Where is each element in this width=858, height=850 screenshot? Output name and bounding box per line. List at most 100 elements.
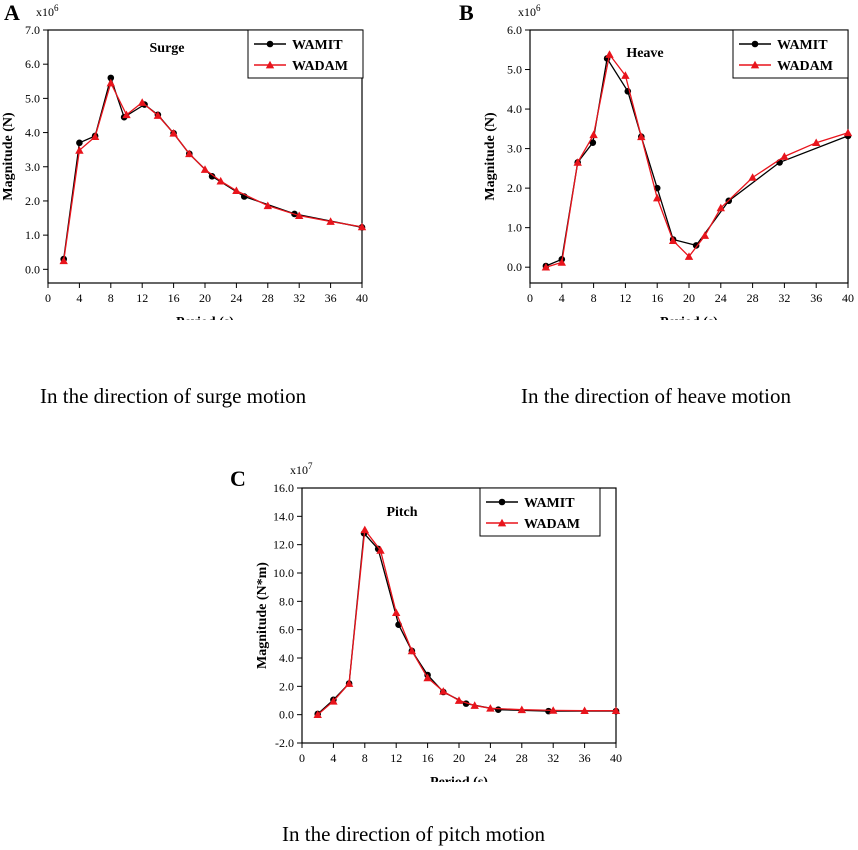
series-line-wamit	[317, 531, 616, 715]
data-point-wadam	[185, 149, 194, 158]
x-tick-label: 24	[715, 291, 727, 305]
data-point-wadam	[541, 262, 551, 271]
data-point-wadam	[59, 256, 68, 265]
legend-marker	[751, 40, 759, 48]
y-tick-label: 0.0	[507, 260, 522, 274]
data-point-wadam	[549, 706, 558, 714]
legend-label: WADAM	[777, 59, 833, 74]
data-point-wadam	[200, 165, 210, 173]
chart-title: Heave	[626, 46, 663, 61]
x-tick-label: 8	[362, 751, 368, 765]
data-point-wadam	[329, 697, 338, 705]
y-tick-label: 12.0	[273, 538, 294, 552]
data-point-wadam	[668, 236, 678, 245]
axis-multiplier: x106	[518, 3, 541, 19]
y-tick-label: 0.0	[25, 262, 40, 276]
y-tick-label: 3.0	[25, 160, 40, 174]
data-point-wadam	[423, 673, 432, 682]
y-axis-label: Magnitude (N)	[483, 112, 498, 201]
data-point-wadam	[517, 705, 526, 714]
y-tick-label: 4.0	[25, 126, 40, 140]
x-tick-label: 36	[810, 291, 822, 305]
y-tick-label: 2.0	[25, 194, 40, 208]
series-line-wadam	[317, 528, 616, 716]
y-tick-label: 16.0	[273, 481, 294, 495]
y-tick-label: 10.0	[273, 566, 294, 580]
data-point-wadam	[295, 211, 304, 220]
x-tick-label: 12	[390, 751, 402, 765]
data-point-wadam	[573, 158, 582, 166]
x-tick-label: 40	[842, 291, 854, 305]
data-point-wadam	[106, 78, 115, 87]
legend-box	[732, 29, 849, 79]
series-line-wadam	[63, 81, 363, 261]
legend-label: WAMIT	[777, 38, 828, 53]
x-tick-label: 12	[619, 291, 631, 305]
y-tick-label: 6.0	[279, 623, 294, 637]
data-point-wadam	[357, 222, 367, 231]
data-point-wadam	[780, 152, 789, 160]
x-tick-label: 32	[547, 751, 559, 765]
data-point-wadam	[313, 710, 322, 719]
axis-multiplier-exponent: 6	[54, 3, 59, 13]
data-point-wamit	[107, 74, 115, 82]
x-tick-label: 32	[293, 291, 305, 305]
data-point-wadam	[557, 258, 566, 266]
data-point-wadam	[263, 201, 272, 210]
x-tick-label: 36	[325, 291, 337, 305]
y-tick-label: 5.0	[25, 91, 40, 105]
x-axis-label: Period (s)	[430, 775, 488, 782]
data-point-wadam	[843, 128, 853, 137]
x-tick-label: 28	[516, 751, 528, 765]
x-axis-label: Period (s)	[660, 315, 718, 320]
panel-c: C 0 4 8 12 16 20 24 28 32 36 40 -2.0 0.0 2.0 4.0 6.0 8.0…	[220, 461, 640, 790]
legend-marker	[497, 518, 507, 527]
x-tick-label: 28	[262, 291, 274, 305]
legend-label: WADAM	[524, 517, 580, 532]
data-point-wadam	[486, 704, 495, 712]
data-point-wadam	[138, 98, 147, 106]
panel-letter: A	[4, 0, 20, 25]
x-tick-label: 40	[610, 751, 622, 765]
y-tick-label: 3.0	[507, 142, 522, 156]
data-point-wadam	[812, 138, 821, 147]
x-tick-label: 4	[330, 751, 336, 765]
x-tick-label: 4	[559, 291, 565, 305]
pitch-chart: C 0 4 8 12 16 20 24 28 32 36 40 -2.0 0.0 2.0 4.0 6.0 8.0…	[230, 461, 622, 790]
x-tick-label: 16	[651, 291, 663, 305]
x-tick-label: 20	[199, 291, 211, 305]
x-tick-label: 20	[683, 291, 695, 305]
x-tick-label: 4	[76, 291, 82, 305]
y-tick-label: 6.0	[507, 23, 522, 37]
x-tick-label: 40	[356, 291, 368, 305]
data-point-wadam	[580, 706, 589, 715]
data-point-wadam	[684, 252, 694, 260]
x-tick-label: 16	[422, 751, 434, 765]
data-point-wadam	[716, 203, 725, 212]
legend-marker	[498, 498, 506, 506]
caption-surge: In the direction of surge motion	[40, 384, 307, 408]
x-tick-label: 16	[168, 291, 180, 305]
y-tick-label: 2.0	[279, 679, 294, 693]
axis-multiplier: x106	[36, 3, 59, 19]
legend-marker	[266, 40, 274, 48]
data-point-wadam	[90, 132, 100, 141]
y-tick-label: 4.0	[279, 651, 294, 665]
y-tick-label: 2.0	[507, 181, 522, 195]
y-tick-label: 14.0	[273, 509, 294, 523]
data-point-wadam	[232, 186, 241, 195]
data-point-wadam	[748, 173, 757, 181]
data-point-wadam	[700, 231, 710, 239]
chart-title: Pitch	[386, 505, 417, 520]
x-tick-label: 28	[747, 291, 759, 305]
data-point-wadam	[611, 706, 621, 715]
y-axis-label: Magnitude (N*m)	[255, 562, 270, 669]
x-tick-label: 24	[230, 291, 242, 305]
data-point-wamit	[692, 242, 700, 249]
heave-chart: B 0 4 8 12 16 20 24 28 32 36 40 0.0 1.0 2.0 3.0 4.0 5.0 6…	[459, 0, 854, 330]
data-point-wadam	[407, 646, 417, 655]
panel-b: B 0 4 8 12 16 20 24 28 32 36 40 0.0 1.0 2.0 3.0 4.0 5.0 6…	[455, 0, 858, 330]
legend-box	[479, 487, 601, 537]
legend-marker	[265, 60, 275, 69]
data-point-wadam	[589, 130, 598, 139]
